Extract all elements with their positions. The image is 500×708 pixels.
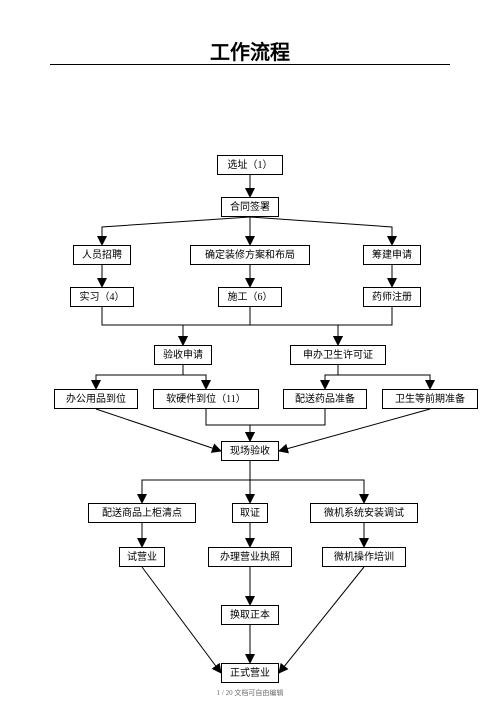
flow-node-n13: 配送药品准备 — [283, 389, 367, 409]
flow-node-n1: 选址（1） — [217, 155, 283, 175]
flow-node-n23: 正式营业 — [221, 663, 279, 683]
flow-node-n12: 软硬件到位（11） — [153, 389, 259, 409]
flow-node-n8: 药师注册 — [363, 287, 421, 307]
flow-node-n5: 筹建申请 — [363, 245, 421, 265]
flow-edge — [102, 217, 250, 245]
page-root: 工作流程 选址（1）合同签署人员招聘确定装修方案和布局筹建申请实习（4）施工（6… — [0, 0, 500, 708]
flow-node-n4: 确定装修方案和布局 — [190, 245, 310, 265]
flow-node-n9: 验收申请 — [154, 345, 212, 365]
flow-edge — [142, 461, 250, 503]
flow-edge — [142, 567, 221, 673]
flow-node-n19: 试营业 — [119, 547, 165, 567]
flow-node-n20: 办理营业执照 — [208, 547, 292, 567]
flow-edge — [250, 217, 392, 245]
flow-edge — [250, 307, 338, 345]
flow-edge — [325, 365, 338, 389]
flow-node-n21: 微机操作培训 — [322, 547, 406, 567]
flow-node-n2: 合同签署 — [221, 197, 279, 217]
flow-node-n11: 办公用品到位 — [54, 389, 138, 409]
flow-node-n6: 实习（4） — [70, 287, 134, 307]
flow-edge — [183, 307, 250, 345]
flow-edge — [279, 409, 430, 451]
flow-edge — [206, 409, 250, 441]
flow-edge — [96, 409, 221, 451]
flow-edge — [338, 365, 430, 389]
flow-edge — [279, 567, 364, 673]
page-footer: 1 / 20 文档可自由编辑 — [0, 688, 500, 698]
flow-node-n22: 换取正本 — [221, 605, 279, 625]
flow-node-n14: 卫生等前期准备 — [382, 389, 478, 409]
flow-edge — [338, 307, 392, 345]
flow-edge — [96, 365, 183, 389]
flow-edge — [183, 365, 206, 389]
flow-node-n10: 申办卫生许可证 — [290, 345, 386, 365]
flow-node-n17: 取证 — [232, 503, 268, 523]
flowchart-edges — [0, 0, 500, 708]
flow-node-n15: 现场验收 — [221, 441, 279, 461]
flow-node-n16: 配送商品上柜清点 — [88, 503, 196, 523]
flow-edge — [250, 409, 325, 441]
flow-edge — [250, 461, 364, 503]
flow-node-n3: 人员招聘 — [73, 245, 131, 265]
flow-node-n7: 施工（6） — [218, 287, 282, 307]
flow-node-n18: 微机系统安装调试 — [310, 503, 418, 523]
flow-edge — [102, 307, 183, 345]
